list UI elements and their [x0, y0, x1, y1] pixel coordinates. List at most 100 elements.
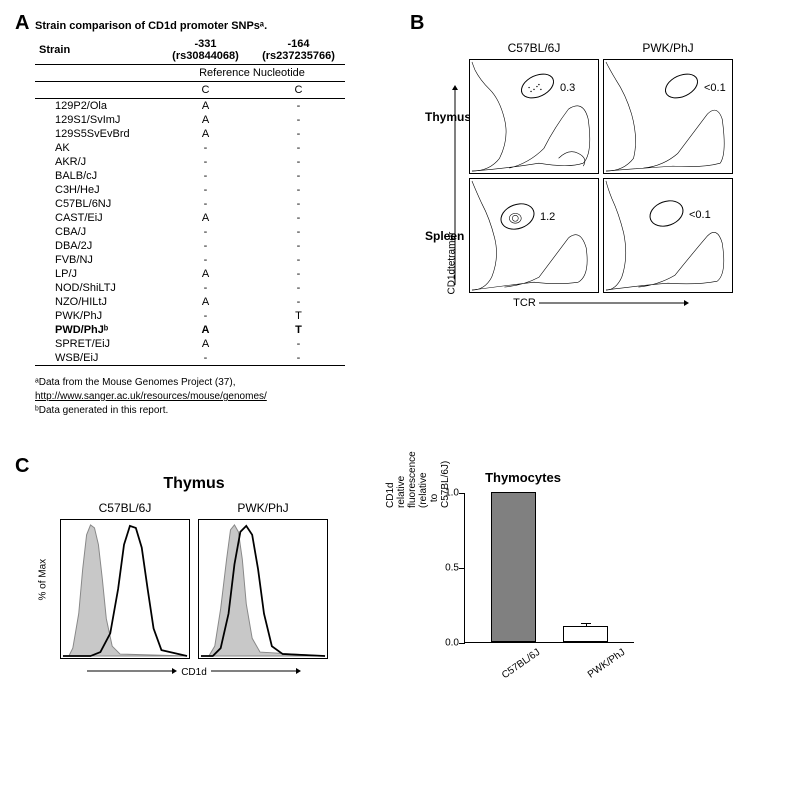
table-cell: FVB/NJ: [35, 253, 159, 267]
panel-c: Thymus C57BL/6J % of Max PWK/PhJ: [60, 470, 760, 678]
footnote-1: ᵃData from the Mouse Genomes Project (37…: [35, 376, 345, 390]
table-row: SPRET/EiJA-: [35, 337, 345, 351]
table-cell: A: [159, 211, 252, 225]
table-cell: -: [252, 127, 345, 141]
table-cell: T: [252, 323, 345, 337]
table-cell: -: [252, 197, 345, 211]
footnotes: ᵃData from the Mouse Genomes Project (37…: [35, 376, 345, 418]
panel-a: Strain comparison of CD1d promoter SNPsᵃ…: [35, 20, 345, 418]
table-row: BALB/cJ--: [35, 169, 345, 183]
table-row: CAST/EiJA-: [35, 211, 345, 225]
histogram-section: Thymus C57BL/6J % of Max PWK/PhJ: [60, 475, 328, 678]
table-cell: WSB/EiJ: [35, 351, 159, 366]
table-cell: -: [159, 253, 252, 267]
hist-plot-b6: % of Max: [60, 519, 190, 659]
table-cell: -: [252, 141, 345, 155]
table-cell: -: [252, 295, 345, 309]
table-cell: -: [159, 141, 252, 155]
th-snp1: -331 (rs30844068): [159, 36, 252, 65]
bar-x-label: C57BL/6J: [495, 647, 542, 685]
table-cell: A: [159, 267, 252, 281]
table-row: AKR/J--: [35, 155, 345, 169]
table-cell: T: [252, 309, 345, 323]
facs-spleen-b6: 1.2 CD1dtetramer: [469, 178, 599, 293]
table-cell: C57BL/6NJ: [35, 197, 159, 211]
bar-y-label: CD1d relative fluorescence (relative to …: [385, 488, 451, 508]
hist-plot1-label: C57BL/6J: [99, 501, 152, 515]
table-row: FVB/NJ--: [35, 253, 345, 267]
table-cell: -: [252, 113, 345, 127]
table-cell: LP/J: [35, 267, 159, 281]
table-row: WSB/EiJ--: [35, 351, 345, 366]
hist-x-label: CD1d: [181, 667, 207, 678]
table-row: NOD/ShiLTJ--: [35, 281, 345, 295]
bar-x-labels: C57BL/6JPWK/PhJ: [468, 647, 638, 658]
table-cell: -: [252, 169, 345, 183]
panel-a-label: A: [15, 12, 29, 35]
table-cell: C3H/HeJ: [35, 183, 159, 197]
facs-x-axis: TCR: [469, 297, 733, 317]
ref-v2: C: [252, 82, 345, 99]
snp-table: Strain -331 (rs30844068) -164 (rs2372357…: [35, 36, 345, 366]
bar-tick-label: 0.5: [445, 563, 465, 574]
table-row: DBA/2J--: [35, 239, 345, 253]
table-cell: -: [252, 337, 345, 351]
gate-thymus-pwk: <0.1: [704, 82, 726, 94]
table-cell: CBA/J: [35, 225, 159, 239]
table-cell: -: [252, 99, 345, 114]
table-cell: DBA/2J: [35, 239, 159, 253]
table-row: NZO/HILtJA-: [35, 295, 345, 309]
table-cell: A: [159, 337, 252, 351]
table-cell: -: [252, 239, 345, 253]
hist-title: Thymus: [163, 475, 224, 493]
table-title: Strain comparison of CD1d promoter SNPsᵃ…: [35, 20, 345, 32]
table-row: LP/JA-: [35, 267, 345, 281]
facs-thymus-pwk: <0.1: [603, 59, 733, 174]
facs-row2-label: Spleen: [425, 229, 465, 243]
table-cell: -: [252, 253, 345, 267]
bar-x-label: PWK/PhJ: [580, 647, 627, 685]
facs-col1-label: C57BL/6J: [469, 41, 599, 55]
table-cell: A: [159, 295, 252, 309]
facs-col2-label: PWK/PhJ: [603, 41, 733, 55]
table-row: C3H/HeJ--: [35, 183, 345, 197]
table-cell: NZO/HILtJ: [35, 295, 159, 309]
table-row: 129P2/OlaA-: [35, 99, 345, 114]
bar-section: Thymocytes CD1d relative fluorescence (r…: [408, 470, 638, 658]
table-cell: A: [159, 113, 252, 127]
ref-empty2: [35, 82, 159, 99]
panel-c-label: C: [15, 455, 29, 478]
table-cell: -: [159, 351, 252, 366]
table-cell: -: [159, 239, 252, 253]
table-row: AK--: [35, 141, 345, 155]
gate-spleen-b6: 1.2: [540, 211, 555, 223]
table-cell: -: [252, 183, 345, 197]
table-row: CBA/J--: [35, 225, 345, 239]
gate-spleen-pwk: <0.1: [689, 209, 711, 221]
bar-chart: 0.00.51.0: [464, 493, 634, 643]
table-cell: 129S5SvEvBrd: [35, 127, 159, 141]
table-cell: -: [159, 309, 252, 323]
table-cell: NOD/ShiLTJ: [35, 281, 159, 295]
table-cell: -: [159, 169, 252, 183]
facs-row1-label: Thymus: [425, 110, 465, 124]
table-cell: CAST/EiJ: [35, 211, 159, 225]
hist-plot-pwk: [198, 519, 328, 659]
table-row: PWD/PhJᵇAT: [35, 323, 345, 337]
table-row: C57BL/6NJ--: [35, 197, 345, 211]
bar-tick-label: 0.0: [445, 638, 465, 649]
table-cell: -: [252, 267, 345, 281]
panel-b: C57BL/6J PWK/PhJ Thymus 0.3 <0.1 Spleen: [425, 35, 765, 317]
table-cell: 129S1/SvImJ: [35, 113, 159, 127]
bar-tick-label: 1.0: [445, 488, 465, 499]
table-row: 129S1/SvImJA-: [35, 113, 345, 127]
table-cell: -: [252, 155, 345, 169]
table-cell: -: [252, 281, 345, 295]
footnote-2: ᵇData generated in this report.: [35, 404, 345, 418]
table-cell: -: [159, 183, 252, 197]
th-strain: Strain: [35, 36, 159, 65]
table-cell: -: [252, 225, 345, 239]
bar: [563, 626, 608, 643]
ref-label: Reference Nucleotide: [159, 65, 345, 82]
table-cell: -: [159, 197, 252, 211]
